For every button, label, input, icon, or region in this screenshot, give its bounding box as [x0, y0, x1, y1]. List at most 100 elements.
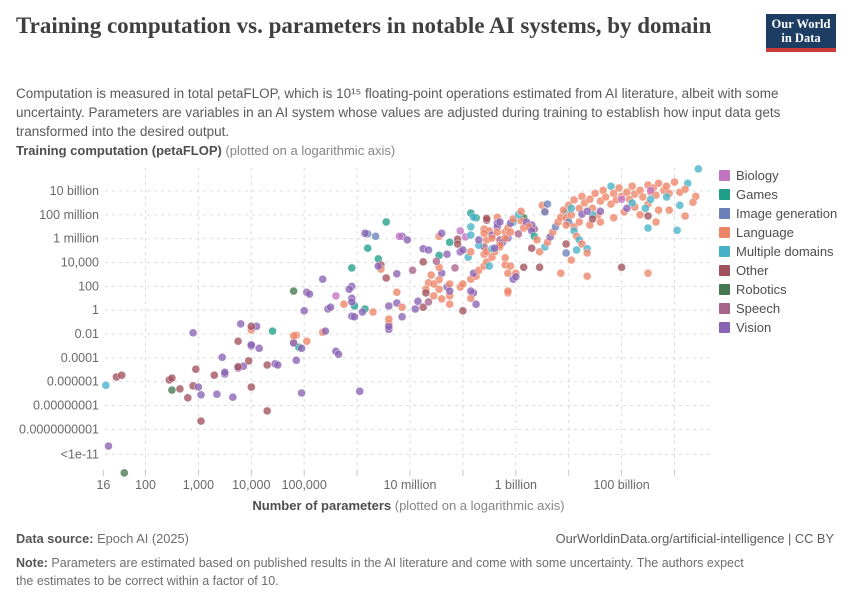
- data-point[interactable]: [535, 263, 544, 272]
- data-point[interactable]: [662, 192, 671, 202]
- data-point[interactable]: [419, 303, 428, 312]
- data-point[interactable]: [297, 344, 306, 353]
- data-point[interactable]: [577, 239, 587, 249]
- legend-item-robotics[interactable]: Robotics: [719, 280, 837, 299]
- data-point[interactable]: [411, 304, 420, 314]
- data-point[interactable]: [358, 307, 367, 317]
- data-point[interactable]: [117, 371, 126, 380]
- data-point[interactable]: [688, 198, 698, 207]
- data-point[interactable]: [527, 243, 536, 253]
- data-point[interactable]: [104, 441, 113, 451]
- data-point[interactable]: [247, 340, 256, 349]
- data-point[interactable]: [575, 217, 584, 227]
- data-point[interactable]: [120, 468, 129, 478]
- data-point[interactable]: [360, 229, 370, 238]
- data-point[interactable]: [263, 360, 272, 370]
- data-point[interactable]: [466, 222, 475, 232]
- data-point[interactable]: [424, 297, 433, 307]
- data-point[interactable]: [167, 385, 177, 395]
- data-point[interactable]: [670, 177, 679, 187]
- data-point[interactable]: [487, 233, 497, 243]
- data-point[interactable]: [188, 328, 198, 337]
- data-point[interactable]: [466, 247, 475, 257]
- data-point[interactable]: [567, 255, 576, 265]
- data-point[interactable]: [617, 195, 626, 204]
- data-point[interactable]: [583, 272, 592, 281]
- data-point[interactable]: [196, 416, 206, 426]
- data-point[interactable]: [334, 350, 343, 359]
- data-point[interactable]: [532, 235, 542, 245]
- data-point[interactable]: [601, 192, 610, 202]
- legend-item-biology[interactable]: Biology: [719, 166, 837, 185]
- data-point[interactable]: [212, 390, 222, 399]
- data-point[interactable]: [429, 279, 438, 289]
- data-point[interactable]: [493, 227, 502, 237]
- data-point[interactable]: [680, 184, 690, 194]
- data-point[interactable]: [384, 322, 393, 331]
- data-point[interactable]: [583, 207, 592, 216]
- data-point[interactable]: [217, 353, 227, 362]
- data-point[interactable]: [421, 288, 431, 298]
- data-point[interactable]: [617, 263, 626, 272]
- legend-item-vision[interactable]: Vision: [719, 318, 837, 337]
- data-point[interactable]: [479, 229, 489, 238]
- data-point[interactable]: [355, 387, 364, 396]
- data-point[interactable]: [628, 181, 637, 191]
- data-point[interactable]: [442, 249, 452, 259]
- data-point[interactable]: [651, 217, 661, 227]
- data-point[interactable]: [606, 181, 616, 191]
- data-point[interactable]: [453, 239, 462, 249]
- data-point[interactable]: [543, 199, 552, 209]
- data-point[interactable]: [397, 303, 407, 312]
- data-point[interactable]: [585, 195, 595, 204]
- data-point[interactable]: [263, 406, 272, 416]
- data-point[interactable]: [535, 247, 544, 257]
- data-point[interactable]: [588, 214, 597, 224]
- data-point[interactable]: [474, 235, 483, 245]
- data-point[interactable]: [466, 286, 475, 296]
- data-point[interactable]: [638, 192, 647, 202]
- legend-item-image-generation[interactable]: Image generation: [719, 204, 837, 223]
- data-point[interactable]: [384, 314, 393, 324]
- data-point[interactable]: [255, 344, 264, 353]
- data-point[interactable]: [331, 291, 341, 301]
- data-point[interactable]: [540, 207, 550, 217]
- data-point[interactable]: [392, 288, 401, 297]
- data-point[interactable]: [382, 217, 391, 227]
- data-point[interactable]: [339, 300, 349, 309]
- data-point[interactable]: [662, 181, 671, 191]
- data-point[interactable]: [297, 388, 306, 398]
- data-point[interactable]: [596, 217, 605, 227]
- data-point[interactable]: [456, 226, 465, 236]
- data-point[interactable]: [403, 235, 412, 245]
- data-point[interactable]: [392, 269, 401, 278]
- data-point[interactable]: [506, 227, 515, 237]
- data-point[interactable]: [628, 198, 637, 208]
- data-point[interactable]: [445, 279, 454, 289]
- data-point[interactable]: [434, 285, 444, 294]
- data-point[interactable]: [450, 263, 460, 273]
- data-point[interactable]: [363, 243, 372, 253]
- data-point[interactable]: [305, 289, 314, 299]
- data-point[interactable]: [556, 269, 565, 278]
- data-point[interactable]: [469, 212, 478, 222]
- data-point[interactable]: [413, 297, 423, 306]
- data-point[interactable]: [382, 273, 391, 283]
- data-point[interactable]: [247, 322, 256, 331]
- data-point[interactable]: [680, 211, 690, 221]
- legend-item-speech[interactable]: Speech: [719, 299, 837, 318]
- data-point[interactable]: [445, 300, 454, 309]
- data-point[interactable]: [374, 261, 383, 271]
- data-point[interactable]: [511, 272, 520, 281]
- data-point[interactable]: [233, 337, 243, 346]
- data-point[interactable]: [654, 179, 663, 188]
- data-point[interactable]: [289, 338, 298, 348]
- data-point[interactable]: [501, 253, 510, 262]
- data-point[interactable]: [350, 312, 359, 321]
- data-point[interactable]: [345, 285, 354, 294]
- data-point[interactable]: [635, 210, 645, 220]
- data-point[interactable]: [485, 261, 494, 271]
- data-point[interactable]: [408, 266, 417, 275]
- data-point[interactable]: [244, 356, 253, 366]
- data-point[interactable]: [596, 207, 605, 216]
